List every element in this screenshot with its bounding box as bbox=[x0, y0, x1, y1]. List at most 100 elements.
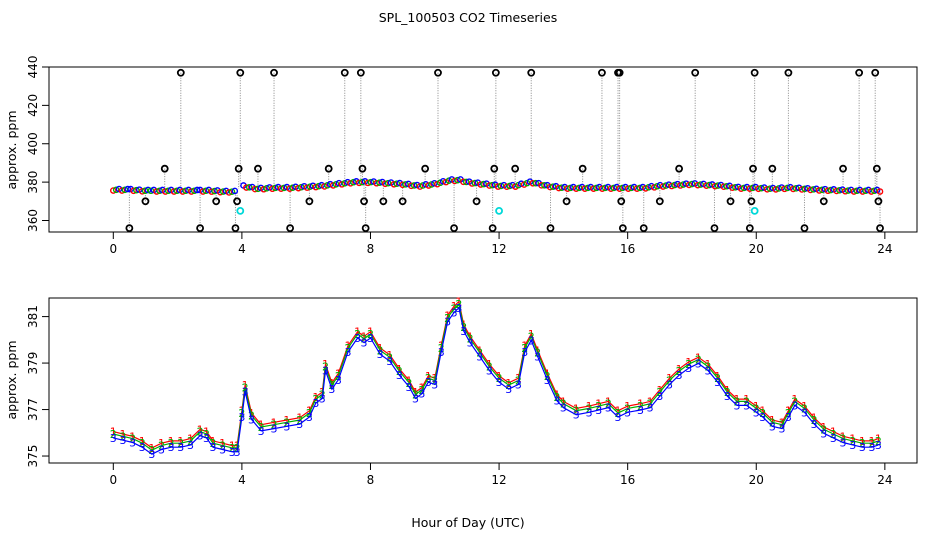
series-2-point: 2 bbox=[412, 388, 419, 401]
series-1-point: 1 bbox=[875, 433, 882, 446]
data-point bbox=[801, 185, 809, 193]
outlier-point bbox=[527, 68, 536, 77]
series-1-point: 1 bbox=[791, 393, 798, 406]
series-3-point: 3 bbox=[496, 376, 503, 389]
series-2-point: 2 bbox=[476, 347, 483, 360]
data-point bbox=[532, 179, 540, 187]
series-2-point: 2 bbox=[615, 407, 622, 420]
data-point bbox=[269, 185, 276, 193]
panel-bottom-ylabel: approx. ppm bbox=[4, 340, 19, 419]
series-3-point: 3 bbox=[528, 334, 535, 347]
series-3-point: 3 bbox=[467, 337, 474, 350]
data-point bbox=[784, 184, 791, 192]
data-point bbox=[714, 182, 722, 189]
series-2-point: 2 bbox=[830, 428, 837, 441]
series-1-point: 1 bbox=[595, 398, 602, 411]
series-2-point: 2 bbox=[361, 333, 368, 346]
outlier-point bbox=[488, 224, 497, 233]
series-1-point: 1 bbox=[521, 340, 528, 353]
series-1-point: 1 bbox=[312, 391, 319, 404]
series-1-point: 1 bbox=[759, 405, 766, 418]
series-2-point: 2 bbox=[743, 395, 750, 408]
series-2-point: 2 bbox=[386, 351, 393, 364]
data-point bbox=[694, 181, 702, 189]
series-1-point: 1 bbox=[496, 370, 503, 383]
outlier-point bbox=[872, 164, 881, 173]
series-3-point: 3 bbox=[830, 432, 837, 445]
data-point bbox=[763, 185, 771, 193]
outlier-point bbox=[819, 197, 828, 206]
x-tick-label: 12 bbox=[491, 473, 506, 487]
data-point bbox=[807, 186, 814, 194]
outlier-point bbox=[876, 224, 884, 233]
x-tick-label: 12 bbox=[491, 242, 506, 256]
series-2-point: 2 bbox=[759, 407, 766, 420]
data-point bbox=[260, 185, 268, 193]
series-1-point: 1 bbox=[242, 379, 249, 392]
series-1-point: 1 bbox=[859, 435, 866, 448]
series-3-point: 3 bbox=[455, 302, 462, 315]
data-point bbox=[367, 178, 375, 186]
outlier-point bbox=[286, 224, 295, 233]
outlier-point bbox=[360, 197, 368, 206]
series-3-point: 3 bbox=[785, 411, 792, 424]
series-1-point: 1 bbox=[271, 416, 278, 429]
data-point bbox=[355, 179, 363, 187]
series-1-point: 1 bbox=[560, 395, 567, 408]
series-points bbox=[109, 68, 884, 233]
series-1-point: 1 bbox=[119, 428, 126, 441]
series-2-point: 2 bbox=[258, 421, 265, 434]
outlier-point bbox=[358, 164, 367, 173]
series-2-point: 2 bbox=[647, 398, 654, 411]
series-2-point: 2 bbox=[283, 416, 290, 429]
outlier-point bbox=[617, 197, 626, 206]
series-3-point: 3 bbox=[110, 432, 117, 445]
data-point bbox=[758, 184, 765, 192]
flagged-point bbox=[495, 206, 503, 215]
data-point bbox=[732, 183, 739, 191]
outlier-point bbox=[745, 224, 754, 233]
series-3-point: 3 bbox=[406, 381, 413, 394]
series-2-point: 2 bbox=[203, 428, 210, 441]
series-2-point: 2 bbox=[505, 379, 512, 392]
series-2-point: 2 bbox=[868, 437, 875, 450]
series-2-point: 2 bbox=[685, 358, 692, 371]
data-point bbox=[489, 181, 496, 189]
x-tick-label: 0 bbox=[109, 473, 117, 487]
data-point bbox=[390, 180, 398, 188]
series-3-point: 3 bbox=[319, 392, 326, 405]
series-3-point: 3 bbox=[647, 402, 654, 415]
series-1-point: 1 bbox=[868, 435, 875, 448]
series-3-point: 3 bbox=[759, 411, 766, 424]
series-1-point: 1 bbox=[486, 358, 493, 371]
series-1-point: 1 bbox=[733, 393, 740, 406]
series-3-point: 3 bbox=[354, 332, 361, 345]
data-point bbox=[558, 184, 566, 191]
data-point bbox=[202, 187, 210, 195]
series-3-point: 3 bbox=[361, 337, 368, 350]
data-point bbox=[451, 177, 459, 185]
series-2-point: 2 bbox=[544, 370, 551, 383]
x-tick-label: 4 bbox=[238, 242, 246, 256]
series-1-point: 1 bbox=[685, 356, 692, 369]
outlier-point bbox=[176, 68, 185, 77]
series-1-point: 1 bbox=[724, 384, 731, 397]
series-3-point: 3 bbox=[624, 406, 631, 419]
series-1-point: 1 bbox=[139, 435, 146, 448]
series-2-point: 2 bbox=[296, 414, 303, 427]
data-point bbox=[471, 179, 479, 187]
series-1-point: 1 bbox=[283, 414, 290, 427]
series-1-point: 1 bbox=[296, 412, 303, 425]
data-point bbox=[703, 182, 710, 189]
series-3-point: 3 bbox=[444, 316, 451, 329]
series-2-point: 2 bbox=[119, 430, 126, 443]
outlier-point bbox=[710, 224, 719, 233]
data-point bbox=[633, 185, 641, 192]
series-2-point: 2 bbox=[406, 377, 413, 390]
series-2-point: 2 bbox=[354, 328, 361, 341]
series-3-point: 3 bbox=[615, 411, 622, 424]
series-3-point: 3 bbox=[438, 346, 445, 359]
outlier-point bbox=[340, 68, 349, 77]
series-2-point: 2 bbox=[396, 365, 403, 378]
series-1-point: 1 bbox=[695, 351, 702, 364]
